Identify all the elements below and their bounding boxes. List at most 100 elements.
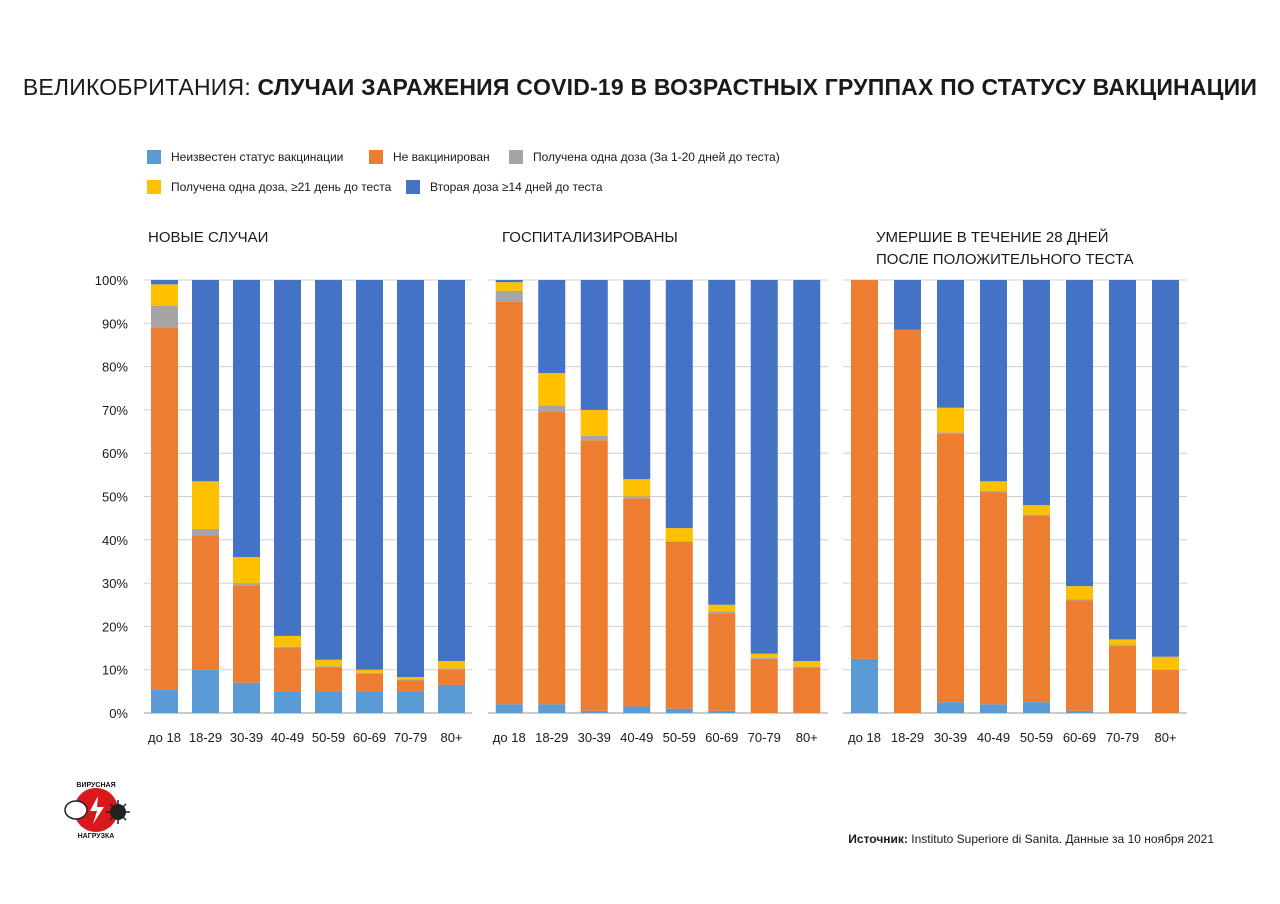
virus-icon (110, 804, 126, 820)
x-tick-label: 30-39 (230, 730, 263, 745)
y-tick-label: 60% (102, 446, 128, 461)
x-tick-label: 50-59 (663, 730, 696, 745)
legend-label-second-dose: Вторая доза ≥14 дней до теста (430, 180, 603, 194)
y-tick-label: 0% (109, 706, 128, 721)
bar-segment (665, 528, 693, 542)
bar-segment (1109, 280, 1136, 640)
bar-segment (315, 667, 342, 692)
bar-segment (495, 301, 523, 705)
panel-title-new-cases: НОВЫЕ СЛУЧАИ (148, 229, 269, 246)
x-tick-label: 70-79 (1106, 730, 1139, 745)
bar-segment (1109, 644, 1136, 646)
bar-segment (151, 280, 178, 285)
bar-segment (438, 684, 465, 713)
bar-segment (274, 648, 301, 692)
x-tick-label: 40-49 (977, 730, 1010, 745)
x-tick-label: до 18 (848, 730, 881, 745)
bar-segment (151, 689, 178, 713)
bar-segment (192, 669, 219, 713)
brain-icon (64, 800, 88, 820)
bar-segment (538, 412, 566, 705)
bar-segment (793, 666, 821, 668)
bar-segment (793, 661, 821, 667)
bar-segment (750, 658, 778, 713)
x-tick-label: 80+ (796, 730, 818, 745)
bar-segment (151, 327, 178, 690)
bar-segment (980, 481, 1007, 491)
bar-segment (1109, 639, 1136, 645)
bar-segment (708, 604, 736, 612)
bar-segment (315, 691, 342, 713)
lightning-icon (90, 796, 104, 824)
logo-text-bottom: НАГРУЗКА (78, 833, 115, 840)
bar-segment (793, 280, 821, 662)
bar-segment (665, 708, 693, 713)
x-tick-label: 40-49 (271, 730, 304, 745)
x-tick-label: 30-39 (578, 730, 611, 745)
x-tick-label: 60-69 (705, 730, 738, 745)
bar-segment (151, 284, 178, 306)
bar-segment (233, 583, 260, 586)
bar-segment (397, 677, 424, 680)
x-tick-label: 18-29 (535, 730, 568, 745)
bar-segment (274, 635, 301, 647)
bar-segment (1023, 702, 1050, 713)
x-tick-label: 50-59 (1020, 730, 1053, 745)
bar-segment (192, 280, 219, 482)
bar-segment (397, 691, 424, 713)
bar-segment (233, 682, 260, 713)
bar-segment (538, 373, 566, 406)
x-tick-label: 70-79 (748, 730, 781, 745)
bar-segment (233, 280, 260, 558)
x-tick-label: 18-29 (189, 730, 222, 745)
bar-segment (1109, 645, 1136, 713)
bar-segment (192, 481, 219, 529)
bar-segment (708, 613, 736, 711)
bar-segment (750, 653, 778, 659)
bar-segment (1066, 280, 1093, 587)
legend-swatch-unknown (147, 150, 161, 164)
x-tick-label: 70-79 (394, 730, 427, 745)
bar-segment (980, 280, 1007, 482)
bar-segment (937, 433, 964, 703)
y-tick-label: 100% (95, 273, 129, 288)
bar-segment (937, 280, 964, 408)
bar-segment (894, 280, 921, 330)
y-tick-label: 50% (102, 490, 128, 505)
bar-segment (623, 496, 651, 499)
legend-swatch-one-dose-21 (147, 180, 161, 194)
legend-swatch-unvaccinated (369, 150, 383, 164)
bar-segment (937, 702, 964, 713)
bar-segment (438, 668, 465, 670)
bar-segment (1152, 656, 1179, 670)
bar-segment (1023, 505, 1050, 515)
panel-title-hospitalized: ГОСПИТАЛИЗИРОВАНЫ (502, 229, 678, 246)
panel-title-deaths: УМЕРШИЕ В ТЕЧЕНИЕ 28 ДНЕЙ ПОСЛЕ ПОЛОЖИТЕ… (876, 229, 1134, 268)
y-tick-label: 20% (102, 619, 128, 634)
bar-segment (438, 669, 465, 685)
bar-segment (851, 280, 878, 659)
bar-segment (580, 280, 608, 410)
legend-label-one-dose-recent: Получена одна доза (За 1-20 дней до тест… (533, 150, 780, 164)
bar-segment (580, 710, 608, 713)
bar-segment (233, 585, 260, 683)
bar-segment (315, 666, 342, 668)
bar-segment (495, 290, 523, 302)
x-tick-label: 80+ (1154, 730, 1176, 745)
bar-segment (495, 704, 523, 713)
x-tick-label: 80+ (440, 730, 462, 745)
bar-segment (793, 667, 821, 713)
bar-segment (937, 432, 964, 434)
x-tick-label: до 18 (493, 730, 526, 745)
bar-segment (851, 658, 878, 713)
y-tick-label: 10% (102, 663, 128, 678)
bar-segment (750, 658, 778, 659)
legend-label-unvaccinated: Не вакцинирован (393, 150, 490, 164)
bar-segment (1066, 586, 1093, 600)
y-tick-label: 40% (102, 533, 128, 548)
y-tick-label: 30% (102, 576, 128, 591)
bar-segment (1066, 710, 1093, 713)
bar-segment (356, 669, 383, 673)
chart-title: ВЕЛИКОБРИТАНИЯ: СЛУЧАИ ЗАРАЖЕНИЯ COVID-1… (0, 74, 1280, 101)
